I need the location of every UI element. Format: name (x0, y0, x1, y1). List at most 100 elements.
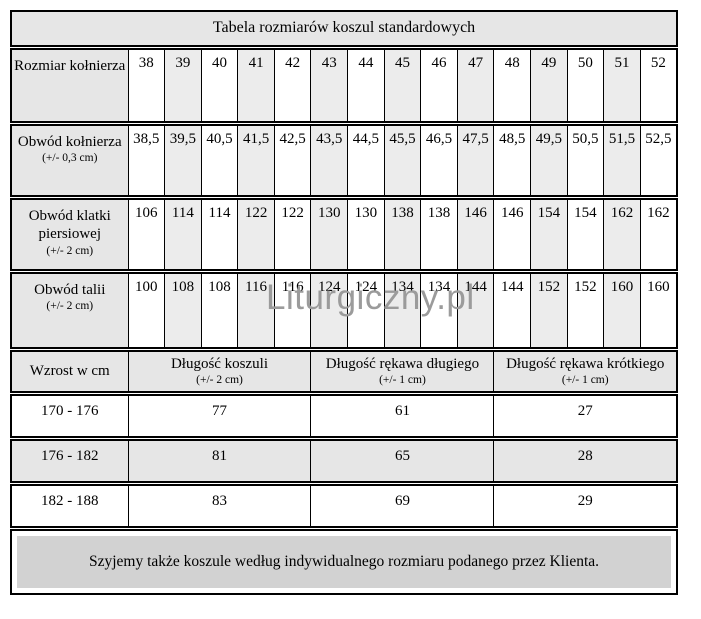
size-value-cell: 44 (347, 46, 385, 126)
height-range-cell: 176 - 182 (10, 438, 129, 487)
size-value-cell: 51 (603, 46, 641, 126)
size-value-cell: 47,5 (456, 122, 495, 200)
column-header-height: Wzrost w cm (10, 348, 129, 397)
size-value-cell: 122 (273, 196, 312, 274)
size-value-cell: 45 (383, 46, 422, 126)
row-label-cell: Obwód talii (+/- 2 cm) (10, 270, 129, 352)
column-header-label: Wzrost w cm (29, 362, 110, 379)
size-value-cell: 116 (273, 270, 312, 352)
row-label: Obwód klatki piersiowej (28, 207, 111, 243)
row-label-cell: Obwód kołnierza (+/- 0,3 cm) (10, 122, 129, 200)
row-note: (+/- 2 cm) (46, 300, 94, 313)
size-value-cell: 39,5 (164, 122, 202, 200)
size-value-cell: 47 (456, 46, 495, 126)
column-header-shirt-length: Długość koszuli (+/- 2 cm) (127, 348, 312, 397)
size-value-cell: 146 (456, 196, 495, 274)
column-header-note: (+/- 2 cm) (196, 374, 243, 387)
shirt-length-cell: 83 (127, 483, 312, 532)
column-header-note: (+/- 1 cm) (561, 374, 609, 387)
row-label-cell: Rozmiar kołnierza (10, 46, 129, 126)
table-title-row: Tabela rozmiarów koszul standardowych (10, 10, 678, 50)
collar-size-row: Rozmiar kołnierza 38 39 40 41 42 43 44 4… (10, 46, 678, 126)
collar-circumference-row: Obwód kołnierza (+/- 0,3 cm) 38,5 39,5 4… (10, 122, 678, 200)
size-value-cell: 42,5 (273, 122, 312, 200)
size-value-cell: 49 (530, 46, 568, 126)
size-value-cell: 43,5 (310, 122, 349, 200)
size-value-cell: 160 (603, 270, 641, 352)
shirt-length-cell: 81 (127, 438, 312, 487)
length-row: 170 - 176 77 61 27 (10, 393, 678, 442)
size-value-cell: 50 (566, 46, 605, 126)
waist-circumference-row: Obwód talii (+/- 2 cm) 100 108 108 116 1… (10, 270, 678, 352)
shirt-size-table: Tabela rozmiarów koszul standardowych Ro… (10, 10, 678, 596)
size-value-cell: 52 (639, 46, 678, 126)
size-value-cell: 134 (383, 270, 422, 352)
size-value-cell: 108 (164, 270, 202, 352)
size-value-cell: 162 (639, 196, 678, 274)
size-value-cell: 50,5 (566, 122, 605, 200)
size-value-cell: 114 (200, 196, 239, 274)
column-header-short-sleeve: Długość rękawa krótkiego (+/- 1 cm) (493, 348, 678, 397)
custom-size-note: Szyjemy także koszule według indywidualn… (17, 536, 671, 589)
size-value-cell: 152 (530, 270, 568, 352)
size-value-cell: 154 (566, 196, 605, 274)
size-value-cell: 114 (164, 196, 202, 274)
size-value-cell: 46,5 (420, 122, 458, 200)
short-sleeve-cell: 29 (493, 483, 678, 532)
size-value-cell: 41,5 (237, 122, 275, 200)
size-value-cell: 124 (347, 270, 385, 352)
length-row: 176 - 182 81 65 28 (10, 438, 678, 487)
size-value-cell: 154 (530, 196, 568, 274)
length-header-row: Wzrost w cm Długość koszuli (+/- 2 cm) D… (10, 348, 678, 397)
row-note: (+/- 2 cm) (46, 245, 94, 257)
column-header-label: Długość koszuli (170, 355, 269, 372)
size-value-cell: 116 (237, 270, 275, 352)
footer-row: Szyjemy także koszule według indywidualn… (10, 528, 678, 596)
size-value-cell: 146 (493, 196, 532, 274)
column-header-long-sleeve: Długość rękawa długiego (+/- 1 cm) (310, 348, 495, 397)
size-value-cell: 48,5 (493, 122, 532, 200)
size-value-cell: 44,5 (347, 122, 385, 200)
size-value-cell: 40,5 (200, 122, 239, 200)
size-value-cell: 40 (200, 46, 239, 126)
size-value-cell: 45,5 (383, 122, 422, 200)
size-value-cell: 100 (127, 270, 166, 352)
size-value-cell: 51,5 (603, 122, 641, 200)
size-value-cell: 152 (566, 270, 605, 352)
shirt-length-cell: 77 (127, 393, 312, 442)
size-value-cell: 160 (639, 270, 678, 352)
footer-cell: Szyjemy także koszule według indywidualn… (10, 528, 678, 596)
size-value-cell: 138 (383, 196, 422, 274)
size-value-cell: 43 (310, 46, 349, 126)
size-value-cell: 144 (493, 270, 532, 352)
size-value-cell: 134 (420, 270, 458, 352)
size-value-cell: 130 (347, 196, 385, 274)
column-header-note: (+/- 1 cm) (379, 374, 426, 387)
size-value-cell: 41 (237, 46, 275, 126)
length-row: 182 - 188 83 69 29 (10, 483, 678, 532)
size-value-cell: 144 (456, 270, 495, 352)
row-note: (+/- 0,3 cm) (42, 152, 98, 165)
short-sleeve-cell: 28 (493, 438, 678, 487)
size-value-cell: 108 (200, 270, 239, 352)
size-value-cell: 122 (237, 196, 275, 274)
size-value-cell: 106 (127, 196, 166, 274)
row-label: Obwód kołnierza (17, 133, 122, 150)
size-value-cell: 38,5 (127, 122, 166, 200)
row-label: Obwód talii (34, 281, 106, 298)
size-value-cell: 124 (310, 270, 349, 352)
size-value-cell: 39 (164, 46, 202, 126)
table-title: Tabela rozmiarów koszul standardowych (10, 10, 678, 50)
column-header-label: Długość rękawa krótkiego (506, 355, 665, 372)
row-label-cell: Obwód klatki piersiowej (+/- 2 cm) (10, 196, 129, 274)
size-value-cell: 49,5 (530, 122, 568, 200)
chest-circumference-row: Obwód klatki piersiowej (+/- 2 cm) 106 1… (10, 196, 678, 274)
short-sleeve-cell: 27 (493, 393, 678, 442)
long-sleeve-cell: 69 (310, 483, 495, 532)
long-sleeve-cell: 61 (310, 393, 495, 442)
size-value-cell: 42 (273, 46, 312, 126)
height-range-cell: 182 - 188 (10, 483, 129, 532)
size-value-cell: 138 (420, 196, 458, 274)
size-value-cell: 46 (420, 46, 458, 126)
